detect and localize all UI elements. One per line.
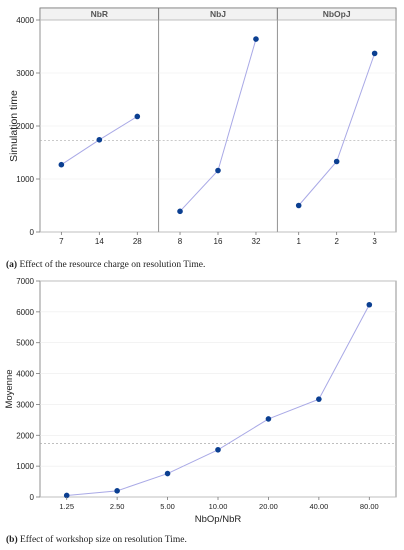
data-point — [316, 396, 322, 402]
y-tick-label: 3000 — [16, 400, 34, 409]
y-tick-label: 6000 — [16, 308, 34, 317]
data-point — [96, 136, 103, 143]
x-tick-label: 28 — [133, 237, 142, 246]
panel-title: NbR — [91, 9, 108, 19]
x-tick-label: 10.00 — [209, 502, 228, 511]
data-point — [215, 446, 221, 453]
plot-frame — [39, 280, 397, 498]
x-tick-label: 5.00 — [160, 502, 175, 511]
data-point — [134, 113, 141, 120]
y-axis-title: Moyenne — [4, 369, 15, 408]
chart-b: 0 1000 2000 3000 4000 5000 6000 7000 Moyenne 1.25… — [4, 277, 397, 525]
x-tick-label: 32 — [252, 237, 261, 246]
data-point — [177, 208, 183, 215]
x-tick-label: 16 — [214, 237, 223, 246]
caption-b-text: Effect of workshop size on resolution Ti… — [20, 535, 187, 545]
caption-a: (a) Effect of the resource charge on res… — [6, 260, 205, 270]
data-point — [63, 492, 70, 499]
caption-a-text: Effect of the resource charge on resolut… — [19, 260, 206, 270]
data-point — [114, 488, 120, 494]
data-point — [366, 301, 373, 308]
y-tick-label: 1000 — [16, 462, 34, 471]
y-tick-label: 3000 — [16, 69, 34, 78]
y-tick-label: 0 — [30, 493, 35, 502]
x-axis-title: NbOp/NbR — [195, 514, 242, 525]
data-point — [215, 167, 221, 174]
y-tick-label: 4000 — [16, 16, 34, 25]
x-tick-label: 2 — [334, 237, 339, 246]
x-tick-label: 80.00 — [360, 502, 379, 511]
x-tick-label: 2.50 — [110, 502, 125, 511]
x-tick-label: 3 — [372, 237, 377, 246]
y-tick-label: 4000 — [16, 370, 34, 379]
panel-title: NbJ — [210, 9, 226, 19]
caption-b-label: (b) — [6, 535, 18, 545]
plot-frame — [39, 7, 397, 233]
data-point — [58, 161, 65, 168]
y-tick-label: 7000 — [16, 277, 34, 286]
x-tick-label: 8 — [178, 237, 183, 246]
y-tick-label: 2000 — [16, 122, 34, 131]
x-tick-label: 40.00 — [309, 502, 328, 511]
x-tick-label: 14 — [95, 237, 104, 246]
data-point — [295, 202, 302, 209]
caption-a-label: (a) — [6, 260, 18, 270]
x-tick-label: 1 — [296, 237, 301, 246]
data-point — [333, 158, 340, 165]
x-tick-label: 1.25 — [59, 502, 74, 511]
data-point — [253, 36, 259, 42]
y-axis-title: Simulation time — [8, 90, 20, 162]
y-tick-label: 1000 — [16, 175, 34, 184]
y-tick-label: 5000 — [16, 339, 34, 348]
data-point — [265, 416, 272, 422]
panel-title: NbOpJ — [323, 9, 351, 19]
data-point — [164, 470, 171, 477]
x-tick-label: 20.00 — [259, 502, 278, 511]
y-tick-label: 0 — [30, 228, 35, 237]
caption-b: (b) Effect of workshop size on resolutio… — [6, 535, 187, 545]
y-tick-label: 2000 — [16, 431, 34, 440]
x-tick-label: 7 — [59, 237, 64, 246]
data-point — [371, 50, 378, 57]
